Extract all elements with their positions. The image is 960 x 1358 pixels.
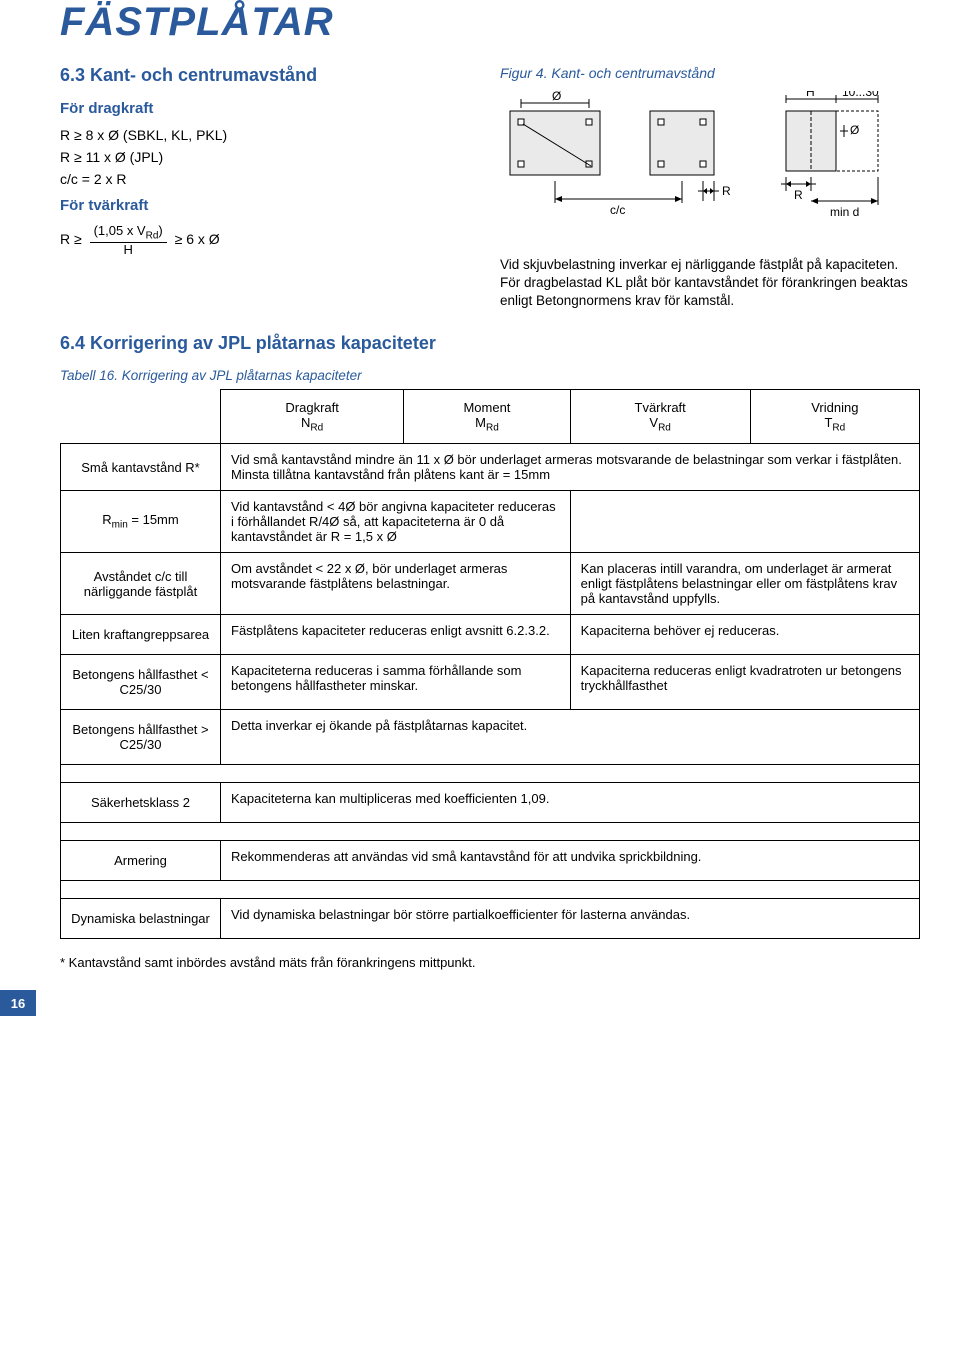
page-number: 16: [0, 990, 36, 1016]
row-armering-text: Rekommenderas att användas vid små kanta…: [221, 841, 920, 881]
dim-r2: R: [794, 188, 803, 202]
table-row: Små kantavstånd R* Vid små kantavstånd m…: [61, 444, 920, 491]
table-row: Betongens hållfasthet < C25/30 Kapacitet…: [61, 655, 920, 710]
frac-num-suffix: ): [158, 223, 162, 238]
formula-r-11xo: R ≥ 11 x Ø (JPL): [60, 149, 470, 165]
table-row: Armering Rekommenderas att användas vid …: [61, 841, 920, 881]
row-betong-lt-left: Kapaciteterna reduceras i samma förhålla…: [221, 655, 571, 710]
col-tvarkraft: TvärkraftVRd: [570, 389, 750, 444]
row-hdr-betong-lt: Betongens hållfasthet < C25/30: [61, 655, 221, 710]
frac-den: H: [90, 243, 167, 257]
table-footnote: * Kantavstånd samt inbördes avstånd mäts…: [60, 955, 920, 970]
figure-description: Vid skjuvbelastning inverkar ej närligga…: [500, 256, 920, 311]
dim-cc: c/c: [610, 203, 625, 217]
table-row: Dynamiska belastningar Vid dynamiska bel…: [61, 899, 920, 939]
row-hdr-armering: Armering: [61, 841, 221, 881]
section-6-3: 6.3 Kant- och centrumavstånd För dragkra…: [60, 65, 920, 311]
dim-mind: min d: [830, 205, 859, 219]
table-row: Rmin = 15mm Vid kantavstånd < 4Ø bör ang…: [61, 491, 920, 553]
dim-h: H: [806, 91, 815, 99]
formula-tvarkraft: R ≥ (1,05 x VRd) H ≥ 6 x Ø: [60, 224, 470, 257]
heading-6-3: 6.3 Kant- och centrumavstånd: [60, 65, 470, 86]
section-6-4: 6.4 Korrigering av JPL plåtarnas kapacit…: [60, 333, 920, 971]
table-row: Betongens hållfasthet > C25/30 Detta inv…: [61, 710, 920, 765]
formula-prefix: R ≥: [60, 231, 82, 247]
row-sma-kantavstand-text: Vid små kantavstånd mindre än 11 x Ø bör…: [221, 444, 920, 491]
row-hdr-rmin: Rmin = 15mm: [61, 491, 221, 553]
row-avstandet-left: Om avståndet < 22 x Ø, bör underlaget ar…: [221, 553, 571, 615]
table-header-row: DragkraftNRd MomentMRd TvärkraftVRd Vrid…: [61, 389, 920, 444]
row-liten-right: Kapaciterna behöver ej reduceras.: [570, 615, 919, 655]
subheading-tvarkraft: För tvärkraft: [60, 197, 470, 214]
formula-cc-2xr: c/c = 2 x R: [60, 171, 470, 187]
row-dynamiska-text: Vid dynamiska belastningar bör större pa…: [221, 899, 920, 939]
fraction: (1,05 x VRd) H: [90, 224, 167, 257]
page-title: FÄSTPLÅTAR: [60, 0, 920, 45]
formula-suffix: ≥ 6 x Ø: [175, 231, 220, 247]
table-row: Avståndet c/c till närliggande fästplåt …: [61, 553, 920, 615]
figure-diagram: Ø R: [500, 91, 920, 241]
row-liten-left: Fästplåtens kapaciteter reduceras enligt…: [221, 615, 571, 655]
col-vridning: VridningTRd: [750, 389, 919, 444]
figure-caption: Figur 4. Kant- och centrumavstånd: [500, 65, 920, 81]
col-moment: MomentMRd: [404, 389, 570, 444]
capacity-table: DragkraftNRd MomentMRd TvärkraftVRd Vrid…: [60, 389, 920, 940]
dim-o2: Ø: [850, 123, 859, 137]
frac-num-text: (1,05 x V: [94, 223, 146, 238]
row-hdr-liten: Liten kraftangreppsarea: [61, 615, 221, 655]
row-sakerhetsklass-text: Kapaciteterna kan multipliceras med koef…: [221, 783, 920, 823]
row-hdr-avstandet-cc: Avståndet c/c till närliggande fästplåt: [61, 553, 221, 615]
row-hdr-dynamiska: Dynamiska belastningar: [61, 899, 221, 939]
formula-r-8xo: R ≥ 8 x Ø (SBKL, KL, PKL): [60, 127, 470, 143]
subheading-dragkraft: För dragkraft: [60, 100, 470, 117]
dim-1030: 10...30: [842, 91, 879, 99]
row-betong-gt-text: Detta inverkar ej ökande på fästplåtarna…: [221, 710, 920, 765]
frac-num-sub: Rd: [146, 231, 159, 242]
row-hdr-betong-gt: Betongens hållfasthet > C25/30: [61, 710, 221, 765]
dim-r1: R: [722, 184, 731, 198]
row-hdr-sma-kantavstand: Små kantavstånd R*: [61, 444, 221, 491]
row-hdr-sakerhetsklass: Säkerhetsklass 2: [61, 783, 221, 823]
col-dragkraft: DragkraftNRd: [221, 389, 404, 444]
row-rmin-text: Vid kantavstånd < 4Ø bör angivna kapacit…: [221, 491, 571, 553]
heading-6-4: 6.4 Korrigering av JPL plåtarnas kapacit…: [60, 333, 920, 354]
table-row: Säkerhetsklass 2 Kapaciteterna kan multi…: [61, 783, 920, 823]
row-betong-lt-right: Kapaciterna reduceras enligt kvadratrote…: [570, 655, 919, 710]
row-avstandet-right: Kan placeras intill varandra, om underla…: [570, 553, 919, 615]
dim-o1: Ø: [552, 91, 561, 103]
table-caption: Tabell 16. Korrigering av JPL plåtarnas …: [60, 368, 920, 383]
table-row: Liten kraftangreppsarea Fästplåtens kapa…: [61, 615, 920, 655]
